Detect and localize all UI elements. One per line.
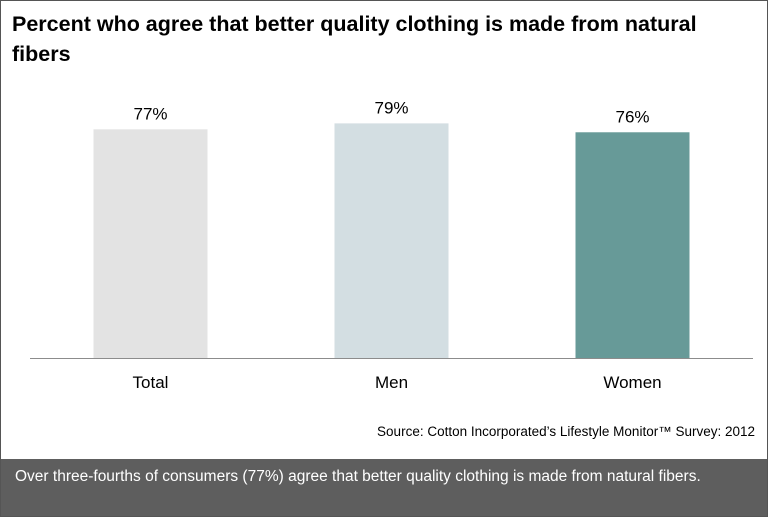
caption-footer: Over three-fourths of consumers (77%) ag…: [1, 459, 767, 516]
labels-group: 77% Total 79% Men 76% Women: [133, 98, 662, 392]
chart-title: Percent who agree that better quality cl…: [12, 12, 697, 66]
category-label-women: Women: [603, 373, 661, 392]
value-label-women: 76%: [615, 107, 649, 126]
value-label-men: 79%: [374, 98, 408, 117]
bar-men: [334, 123, 449, 359]
bar-total: [93, 129, 208, 358]
source-note: Source: Cotton Incorporated’s Lifestyle …: [377, 424, 755, 439]
category-label-men: Men: [375, 373, 408, 392]
category-label-total: Total: [133, 373, 169, 392]
bar-women: [575, 132, 690, 358]
bars-group: [93, 123, 690, 359]
bar-chart: 77% Total 79% Men 76% Women: [30, 98, 753, 392]
value-label-total: 77%: [133, 104, 167, 123]
